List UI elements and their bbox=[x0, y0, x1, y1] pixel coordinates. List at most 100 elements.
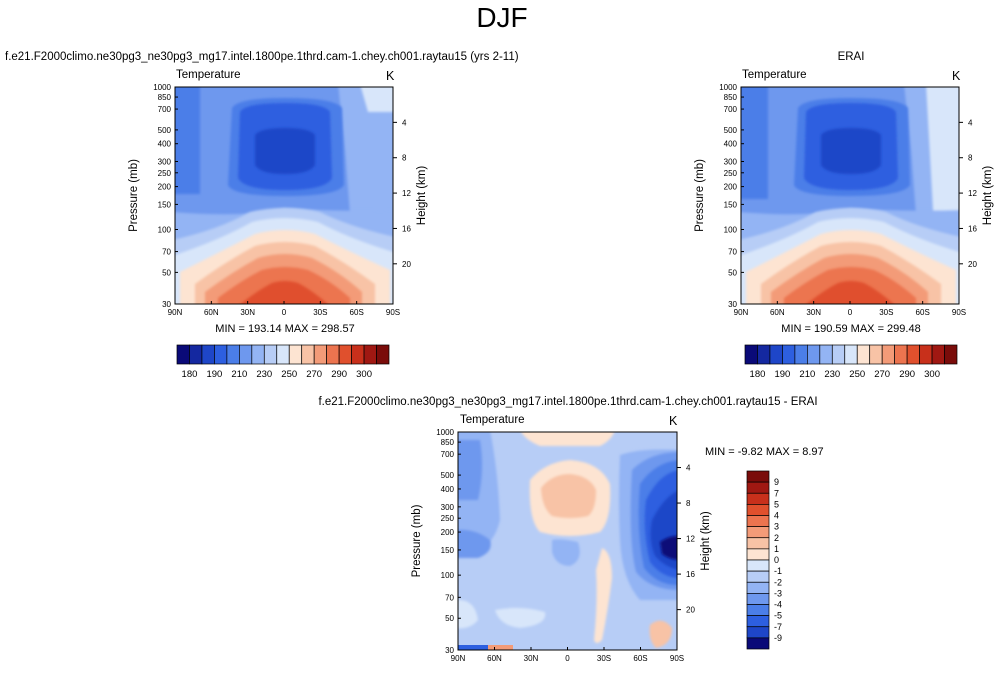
colorbar-model: 180 190 210 230 250 270 290 300 bbox=[176, 344, 390, 380]
pressure-tick-label: 1000 bbox=[436, 428, 454, 437]
pressure-tick-label: 50 bbox=[445, 614, 454, 623]
latitude-tick-label: 30N bbox=[524, 654, 539, 663]
pressure-tick-label: 200 bbox=[158, 183, 172, 192]
colorbar-label: -4 bbox=[774, 600, 782, 610]
panel-obs-field bbox=[741, 87, 959, 304]
height-tick-label: 12 bbox=[402, 189, 411, 198]
colorbar-swatch bbox=[746, 470, 770, 483]
colorbar-swatch bbox=[782, 344, 796, 365]
pressure-tick-label: 850 bbox=[441, 438, 455, 447]
colorbar-swatch bbox=[831, 344, 846, 365]
pressure-tick-label: 300 bbox=[441, 503, 455, 512]
colorbar-swatch bbox=[894, 344, 908, 365]
colorbar-swatch bbox=[338, 344, 352, 365]
latitude-tick-label: 90N bbox=[451, 654, 466, 663]
pressure-tick-label: 500 bbox=[158, 126, 172, 135]
pressure-tick-label: 50 bbox=[162, 268, 171, 277]
colorbar-swatch bbox=[313, 344, 327, 365]
panel-model-field bbox=[175, 87, 393, 304]
pressure-tick-label: 400 bbox=[441, 485, 455, 494]
latitude-tick-label: 90N bbox=[168, 308, 183, 317]
panel-diff-field bbox=[458, 432, 677, 650]
pressure-tick-label: 150 bbox=[441, 546, 455, 555]
colorbar-swatch bbox=[757, 344, 771, 365]
height-axis-label: Height (km) bbox=[416, 166, 428, 226]
colorbar-swatch bbox=[376, 344, 390, 365]
colorbar-label: 270 bbox=[874, 369, 890, 380]
panel-diff-title: f.e21.F2000climo.ne30pg3_ne30pg3_mg17.in… bbox=[318, 396, 817, 408]
pressure-tick-label: 400 bbox=[724, 140, 738, 149]
colorbar-label: 0 bbox=[774, 555, 779, 565]
colorbar-swatch bbox=[746, 626, 770, 639]
colorbar-label: -9 bbox=[774, 633, 782, 643]
pressure-tick-label: 700 bbox=[441, 450, 455, 459]
colorbar-swatch bbox=[363, 344, 377, 365]
latitude-tick-label: 30N bbox=[806, 308, 821, 317]
page-title: DJF bbox=[476, 2, 528, 33]
panel-diff: f.e21.F2000climo.ne30pg3_ne30pg3_mg17.in… bbox=[318, 396, 823, 663]
colorbar-swatch bbox=[351, 344, 365, 365]
latitude-tick-label: 60N bbox=[487, 654, 502, 663]
height-tick-label: 16 bbox=[402, 224, 411, 233]
latitude-tick-label: 30S bbox=[879, 308, 893, 317]
height-tick-label: 8 bbox=[968, 154, 973, 163]
panel-obs-unit-label: K bbox=[952, 69, 961, 83]
latitude-tick-label: 0 bbox=[565, 654, 570, 663]
height-tick-label: 8 bbox=[686, 499, 691, 508]
colorbar-label: 9 bbox=[774, 477, 779, 487]
pressure-tick-label: 850 bbox=[158, 93, 172, 102]
pressure-tick-label: 150 bbox=[158, 200, 172, 209]
height-tick-label: 20 bbox=[686, 606, 695, 615]
pressure-tick-label: 1000 bbox=[153, 83, 171, 92]
colorbar-label: 190 bbox=[774, 369, 790, 380]
colorbar-swatch bbox=[746, 570, 770, 583]
colorbar-label: 250 bbox=[849, 369, 865, 380]
panel-diff-stats: MIN = -9.82 MAX = 8.97 bbox=[705, 446, 824, 458]
colorbar-label: -3 bbox=[774, 588, 782, 598]
colorbar-label: 290 bbox=[331, 369, 347, 380]
pressure-tick-label: 300 bbox=[158, 158, 172, 167]
pressure-tick-label: 70 bbox=[445, 593, 454, 602]
colorbar-swatch bbox=[919, 344, 933, 365]
height-tick-label: 20 bbox=[968, 260, 977, 269]
colorbar-swatch bbox=[226, 344, 240, 365]
panel-obs: ERAI Temperature K 305070100150200250300… bbox=[694, 51, 994, 380]
colorbar-swatch bbox=[881, 344, 895, 365]
colorbar-label: -2 bbox=[774, 577, 782, 587]
colorbar-swatch bbox=[326, 344, 340, 365]
latitude-tick-label: 30S bbox=[313, 308, 327, 317]
colorbar-swatch bbox=[819, 344, 833, 365]
height-tick-label: 4 bbox=[968, 118, 973, 127]
pressure-tick-label: 100 bbox=[441, 571, 455, 580]
colorbar-label: 230 bbox=[824, 369, 840, 380]
pressure-tick-label: 30 bbox=[162, 300, 171, 309]
latitude-tick-label: 60N bbox=[204, 308, 219, 317]
colorbar-label: 210 bbox=[231, 369, 247, 380]
colorbar-swatch bbox=[746, 481, 770, 494]
latitude-tick-label: 30S bbox=[597, 654, 611, 663]
pressure-tick-label: 200 bbox=[441, 528, 455, 537]
colorbar-swatch bbox=[794, 344, 808, 365]
pressure-tick-label: 700 bbox=[724, 105, 738, 114]
colorbar-swatch bbox=[746, 615, 770, 628]
colorbar-swatch bbox=[239, 344, 253, 365]
colorbar-label: 190 bbox=[206, 369, 222, 380]
latitude-tick-label: 60S bbox=[916, 308, 930, 317]
colorbar-label: 180 bbox=[750, 369, 766, 380]
pressure-tick-label: 50 bbox=[728, 268, 737, 277]
colorbar-swatch bbox=[746, 526, 770, 539]
panel-diff-variable-label: Temperature bbox=[460, 414, 525, 426]
panel-model: f.e21.F2000climo.ne30pg3_ne30pg3_mg17.in… bbox=[5, 51, 519, 380]
pressure-tick-label: 30 bbox=[728, 300, 737, 309]
pressure-tick-label: 400 bbox=[158, 140, 172, 149]
colorbar-swatch bbox=[931, 344, 945, 365]
colorbar-label: 7 bbox=[774, 488, 779, 498]
colorbar-swatch bbox=[746, 604, 770, 616]
pressure-tick-label: 1000 bbox=[719, 83, 737, 92]
colorbar-label: 210 bbox=[799, 369, 815, 380]
panel-model-title: f.e21.F2000climo.ne30pg3_ne30pg3_mg17.in… bbox=[5, 51, 519, 63]
colorbar-swatch bbox=[201, 344, 215, 365]
colorbar-swatch bbox=[288, 344, 303, 365]
pressure-tick-label: 70 bbox=[728, 248, 737, 257]
pressure-tick-label: 500 bbox=[724, 126, 738, 135]
